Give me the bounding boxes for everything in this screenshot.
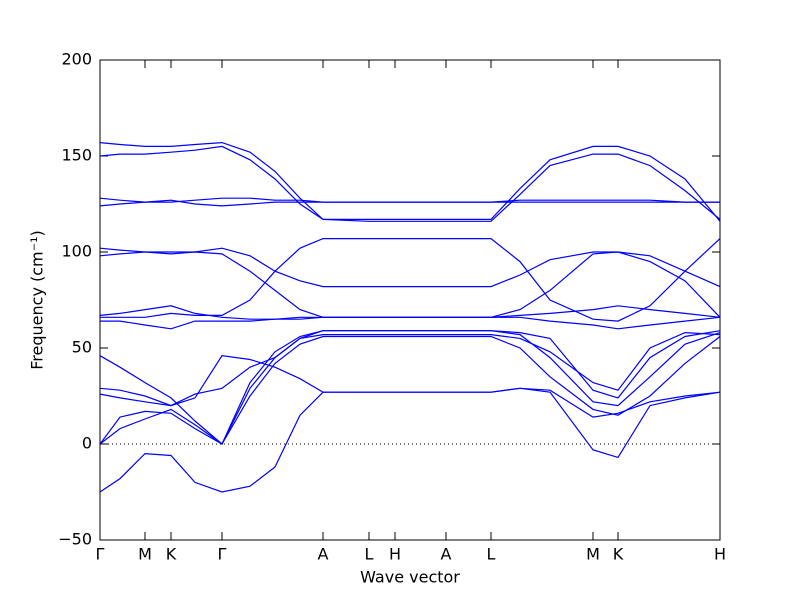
- plot-frame: [99, 59, 721, 541]
- y-axis-label: Frequency (cm⁻¹): [28, 230, 47, 369]
- band-line: [99, 197, 720, 203]
- band-line: [99, 330, 721, 445]
- y-tick-label: 100: [61, 242, 92, 261]
- band-line: [100, 316, 721, 330]
- y-tick-label: −50: [58, 530, 92, 549]
- x-tick-label: Γ: [218, 545, 227, 564]
- x-tick-label: M: [586, 545, 600, 564]
- x-tick-label: L: [365, 545, 374, 564]
- band-line: [99, 247, 721, 288]
- x-tick-label: K: [613, 545, 624, 564]
- x-tick-label: K: [166, 545, 177, 564]
- x-tick-label: A: [441, 545, 452, 564]
- band-line: [99, 199, 720, 207]
- x-tick-label: A: [318, 545, 329, 564]
- band-line: [99, 355, 721, 418]
- band-line: [99, 145, 721, 222]
- x-axis-label: Wave vector: [360, 568, 460, 587]
- y-tick-label: 0: [82, 434, 92, 453]
- band-line: [99, 335, 721, 445]
- y-tick-label: 50: [72, 338, 92, 357]
- band-line: [99, 247, 721, 318]
- y-tick-label: 150: [61, 146, 92, 165]
- x-tick-label: M: [138, 545, 152, 564]
- band-line: [99, 331, 721, 407]
- x-tick-label: L: [487, 545, 496, 564]
- y-tick-label: 200: [61, 50, 92, 69]
- x-tick-label: H: [389, 545, 401, 564]
- x-tick-label: H: [714, 545, 726, 564]
- band-line: [99, 141, 721, 222]
- band-line: [99, 387, 721, 493]
- band-line: [100, 238, 721, 322]
- x-tick-label: Γ: [96, 545, 105, 564]
